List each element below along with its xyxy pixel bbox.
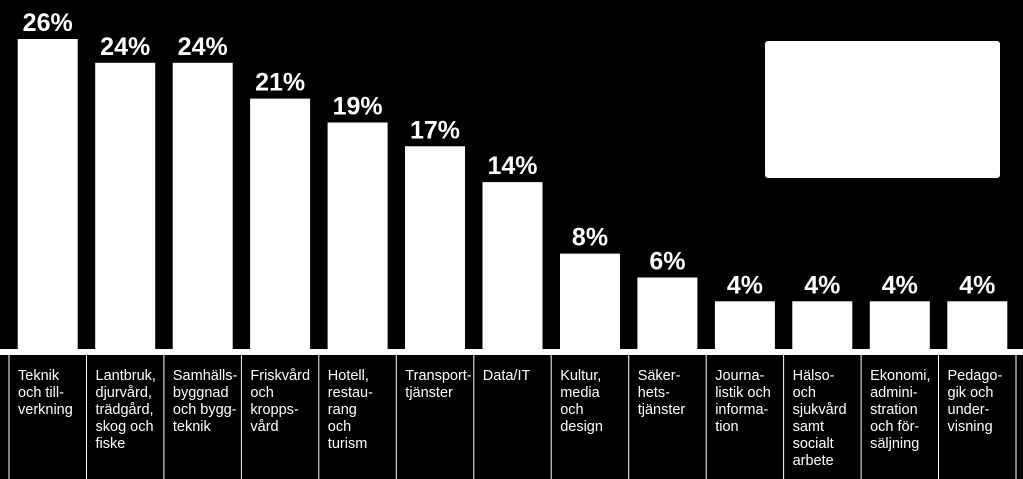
category-label-3: Friskvård och kropps- vård	[250, 368, 311, 435]
bar-5	[405, 146, 465, 349]
category-label-4: Hotell, restau- rang och turism	[327, 368, 373, 452]
value-label-3: 21%	[255, 69, 305, 97]
category-label-8: Säker- hets- tjänster	[637, 368, 686, 418]
category-label-0: Teknik och till- verkning	[18, 368, 73, 418]
value-label-12: 4%	[959, 271, 995, 299]
value-label-0: 26%	[23, 9, 73, 37]
category-label-9: Journa- listik och informa- tion	[715, 368, 771, 435]
value-label-8: 6%	[649, 248, 685, 276]
bar-4	[327, 122, 388, 349]
x-axis-ticks	[8, 355, 1017, 479]
bar-11	[869, 301, 930, 349]
value-label-5: 17%	[410, 116, 460, 144]
bar-9	[714, 301, 775, 349]
bar-3	[250, 98, 311, 349]
category-label-11: Ekonomi, admini- stration och för- säljn…	[870, 368, 931, 452]
value-label-6: 14%	[487, 152, 537, 180]
bar-1	[95, 62, 156, 350]
bar-2	[172, 62, 233, 350]
bar-7	[560, 253, 620, 349]
value-label-9: 4%	[727, 271, 763, 299]
category-label-2: Samhälls- byggnad och bygg- teknik	[172, 368, 238, 435]
legend-box	[765, 41, 1000, 178]
category-label-12: Pedago- gik och under- visning	[947, 368, 1003, 435]
value-labels-group: 26% 24% 24% 21% 19% 17% 14% 8% 6% 4% 4% 4% 4%	[23, 9, 996, 299]
bar-12	[947, 301, 1008, 349]
value-label-11: 4%	[882, 271, 918, 299]
x-axis-band	[0, 349, 1023, 355]
bars-group	[17, 39, 1008, 350]
value-label-10: 4%	[804, 271, 840, 299]
value-label-4: 19%	[333, 93, 383, 121]
bar-6	[482, 182, 543, 349]
bar-0	[17, 39, 78, 349]
bar-10	[792, 301, 853, 349]
value-label-1: 24%	[100, 33, 150, 61]
value-label-7: 8%	[572, 224, 608, 252]
bar-8	[637, 277, 698, 349]
category-label-10: Hälso- och sjukvård samt socialt arbete	[792, 368, 847, 469]
category-label-1: Lantbruk, djurvård, trädgård, skog och f…	[95, 368, 156, 452]
category-label-5: Transport- tjänster	[405, 368, 472, 401]
category-label-6: Data/IT	[482, 368, 531, 384]
category-label-7: Kultur, media och design	[560, 368, 603, 435]
value-label-2: 24%	[178, 33, 228, 61]
